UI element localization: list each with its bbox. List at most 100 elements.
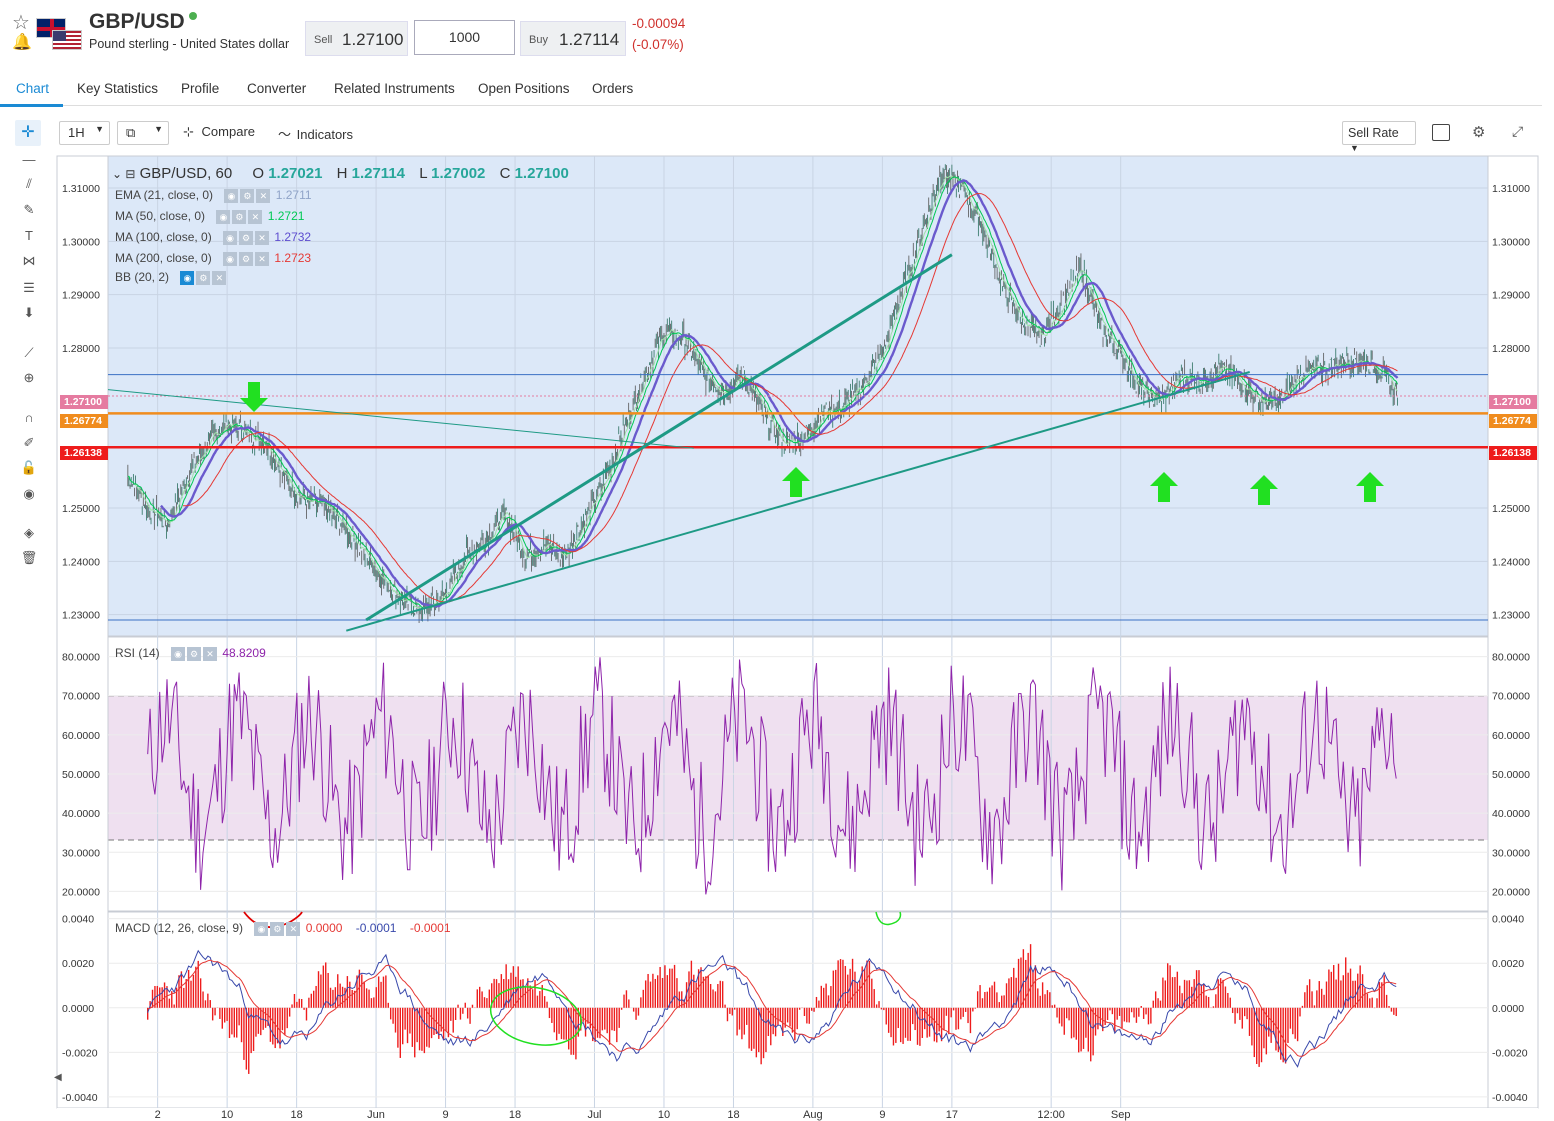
brush-icon[interactable]: ✎: [23, 202, 35, 217]
gear-icon[interactable]: ⚙: [1472, 124, 1486, 141]
arrow-down-icon[interactable]: ⬇: [23, 305, 35, 320]
indicator-ma100-value: 1.2732: [274, 230, 312, 244]
chevron-down-icon: ▼: [154, 124, 163, 134]
annotations: [240, 382, 1384, 1046]
indicator-ema[interactable]: EMA (21, close, 0) ◉ ⚙ ✕ 1.2711: [115, 188, 312, 204]
macd-value-1: 0.0000: [305, 921, 343, 935]
chart-type-select[interactable]: ⧉ ▼: [117, 121, 169, 145]
x-tick-label: 10: [658, 1109, 670, 1121]
indicator-controls[interactable]: ◉ ⚙ ✕: [171, 646, 219, 662]
rsi-value: 48.8209: [222, 646, 266, 660]
macd-tick-label-left: -0.0020: [62, 1047, 98, 1059]
pencil-lock-icon[interactable]: ✐: [23, 435, 35, 450]
compare-label: Compare: [201, 124, 255, 139]
indicator-ma100[interactable]: MA (100, close, 0) ◉ ⚙ ✕ 1.2732: [115, 230, 312, 246]
macd-series: [147, 944, 1397, 1074]
instrument-symbol: GBP/USD: [89, 10, 185, 33]
price-change-percent: (-0.07%): [632, 37, 684, 52]
x-tick-label: 2: [155, 1109, 161, 1121]
price-change-absolute: -0.00094: [632, 16, 686, 31]
tab-related-instruments[interactable]: Related Instruments: [334, 81, 455, 96]
rsi-legend[interactable]: RSI (14) ◉ ⚙ ✕ 48.8209: [115, 646, 266, 662]
x-tick-label: 9: [879, 1109, 885, 1121]
x-tick-label: Sep: [1111, 1109, 1131, 1121]
eye-icon[interactable]: ◉: [23, 486, 35, 501]
trendline: [345, 371, 1251, 632]
x-tick-label: 9: [442, 1109, 448, 1121]
indicator-controls[interactable]: ◉ ⚙ ✕: [216, 209, 264, 225]
tab-chart[interactable]: Chart: [16, 81, 50, 96]
indicator-controls[interactable]: ◉ ⚙ ✕: [224, 188, 272, 204]
bell-icon[interactable]: 🔔: [12, 34, 32, 51]
legend-symbol: GBP/USD, 60: [139, 165, 233, 182]
tab-open-positions[interactable]: Open Positions: [478, 81, 570, 96]
macd-legend[interactable]: MACD (12, 26, close, 9) ◉ ⚙ ✕ 0.0000 -0.00…: [115, 921, 451, 937]
parallel-lines-icon[interactable]: ⫽: [26, 176, 32, 191]
ma-50-line: [127, 176, 1398, 609]
chevron-down-icon: ▼: [1350, 143, 1359, 153]
snapshot-icon[interactable]: [1432, 124, 1450, 141]
compare-button[interactable]: ⊹ Compare: [183, 124, 255, 140]
y-tick-label-right: 1.25000: [1492, 503, 1530, 515]
legend-toggle-icon[interactable]: ⌄ ⊟: [112, 167, 136, 181]
lock-icon[interactable]: 🔓: [20, 460, 38, 475]
right-price-scale: [1487, 155, 1539, 1109]
price-chart[interactable]: 2 10 18 Jun 9 18 Jul 10 18 Aug 9 17 12:00 Sep 1.31000 1…: [0, 150, 1554, 1121]
crosshair-icon[interactable]: ✛: [15, 120, 41, 146]
indicator-controls[interactable]: ◉ ⚙ ✕: [223, 230, 271, 246]
axis-labels: 2 10 18 Jun 9 18 Jul 10 18 Aug 9 17 12:00 Sep 1.31000 1…: [62, 183, 1530, 1121]
tab-profile[interactable]: Profile: [181, 81, 220, 96]
arrow-up-annotation: [782, 467, 810, 497]
indicator-controls[interactable]: ◉ ⚙ ✕: [223, 251, 271, 267]
market-open-indicator: [189, 12, 197, 20]
layers-icon[interactable]: ◈: [24, 525, 34, 540]
indicators-button[interactable]: 〜 Indicators: [278, 124, 353, 143]
indicator-ma200[interactable]: MA (200, close, 0) ◉ ⚙ ✕ 1.2723: [115, 251, 312, 267]
buy-price: 1.27114: [559, 30, 620, 49]
tab-converter[interactable]: Converter: [247, 81, 307, 96]
macd-value-3: -0.0001: [409, 921, 451, 935]
rsi-tick-label-left: 50.0000: [62, 769, 100, 781]
quantity-input[interactable]: 1000: [414, 20, 515, 55]
indicator-ma200-value: 1.2723: [274, 251, 312, 265]
fib-icon[interactable]: ☰: [23, 280, 35, 295]
text-tool-icon[interactable]: T: [25, 228, 33, 243]
line-tool-icon[interactable]: —: [22, 152, 36, 167]
open-label: O: [252, 165, 265, 182]
active-tab-indicator: [0, 104, 63, 107]
pattern-icon[interactable]: ⋈: [22, 253, 36, 268]
macd-line: [147, 949, 1397, 1068]
indicator-ema-value: 1.2711: [275, 188, 312, 202]
indicator-controls[interactable]: ◉ ⚙ ✕: [254, 921, 302, 937]
magnet-icon[interactable]: ∩: [24, 410, 34, 425]
x-tick-label: 10: [221, 1109, 233, 1121]
indicators-label: Indicators: [296, 127, 354, 142]
tab-key-statistics[interactable]: Key Statistics: [77, 81, 159, 96]
star-icon[interactable]: ☆: [12, 12, 30, 34]
rsi-label: RSI (14): [115, 646, 160, 660]
chart-toolbar: ✛ 1H ▼ ⧉ ▼ ⊹ Compare 〜 Indicators Sell R…: [0, 116, 1542, 153]
fullscreen-icon[interactable]: ⤢: [1512, 123, 1524, 139]
buy-button[interactable]: Buy 1.27114: [520, 21, 626, 56]
indicator-ma50[interactable]: MA (50, close, 0) ◉ ⚙ ✕ 1.2721: [115, 209, 304, 225]
sell-button[interactable]: Sell 1.27100: [305, 21, 408, 56]
low-value: 1.27002: [431, 165, 486, 182]
y-tick-label-left: 1.29000: [62, 290, 100, 302]
indicator-controls[interactable]: ◉ ⚙ ✕: [180, 270, 228, 286]
indicator-ma200-label: MA (200, close, 0): [115, 251, 212, 265]
support-price-tag-left: 1.26138: [60, 446, 108, 460]
y-tick-label-right: 1.30000: [1492, 236, 1530, 248]
drawing-tools: — ⫽ ✎ T ⋈ ☰ ⬇ ⟋ ⊕ ∩ ✐ 🔓 ◉ ◈ 🗑: [15, 150, 43, 580]
interval-select[interactable]: 1H ▼: [59, 121, 110, 145]
tab-orders[interactable]: Orders: [592, 81, 634, 96]
collapse-arrow-icon[interactable]: ◀: [54, 1072, 62, 1083]
zoom-icon[interactable]: ⊕: [23, 370, 35, 385]
trash-icon[interactable]: 🗑: [20, 550, 38, 565]
rsi-tick-label-left: 80.0000: [62, 652, 100, 664]
indicator-bb[interactable]: BB (20, 2) ◉ ⚙ ✕: [115, 270, 228, 286]
x-tick-label: Jul: [587, 1109, 601, 1121]
high-label: H: [336, 165, 348, 182]
ruler-icon[interactable]: ⟋: [24, 345, 34, 360]
rate-select[interactable]: Sell Rate ▼: [1342, 121, 1416, 153]
resistance-price-tag-left: 1.26774: [60, 414, 108, 428]
